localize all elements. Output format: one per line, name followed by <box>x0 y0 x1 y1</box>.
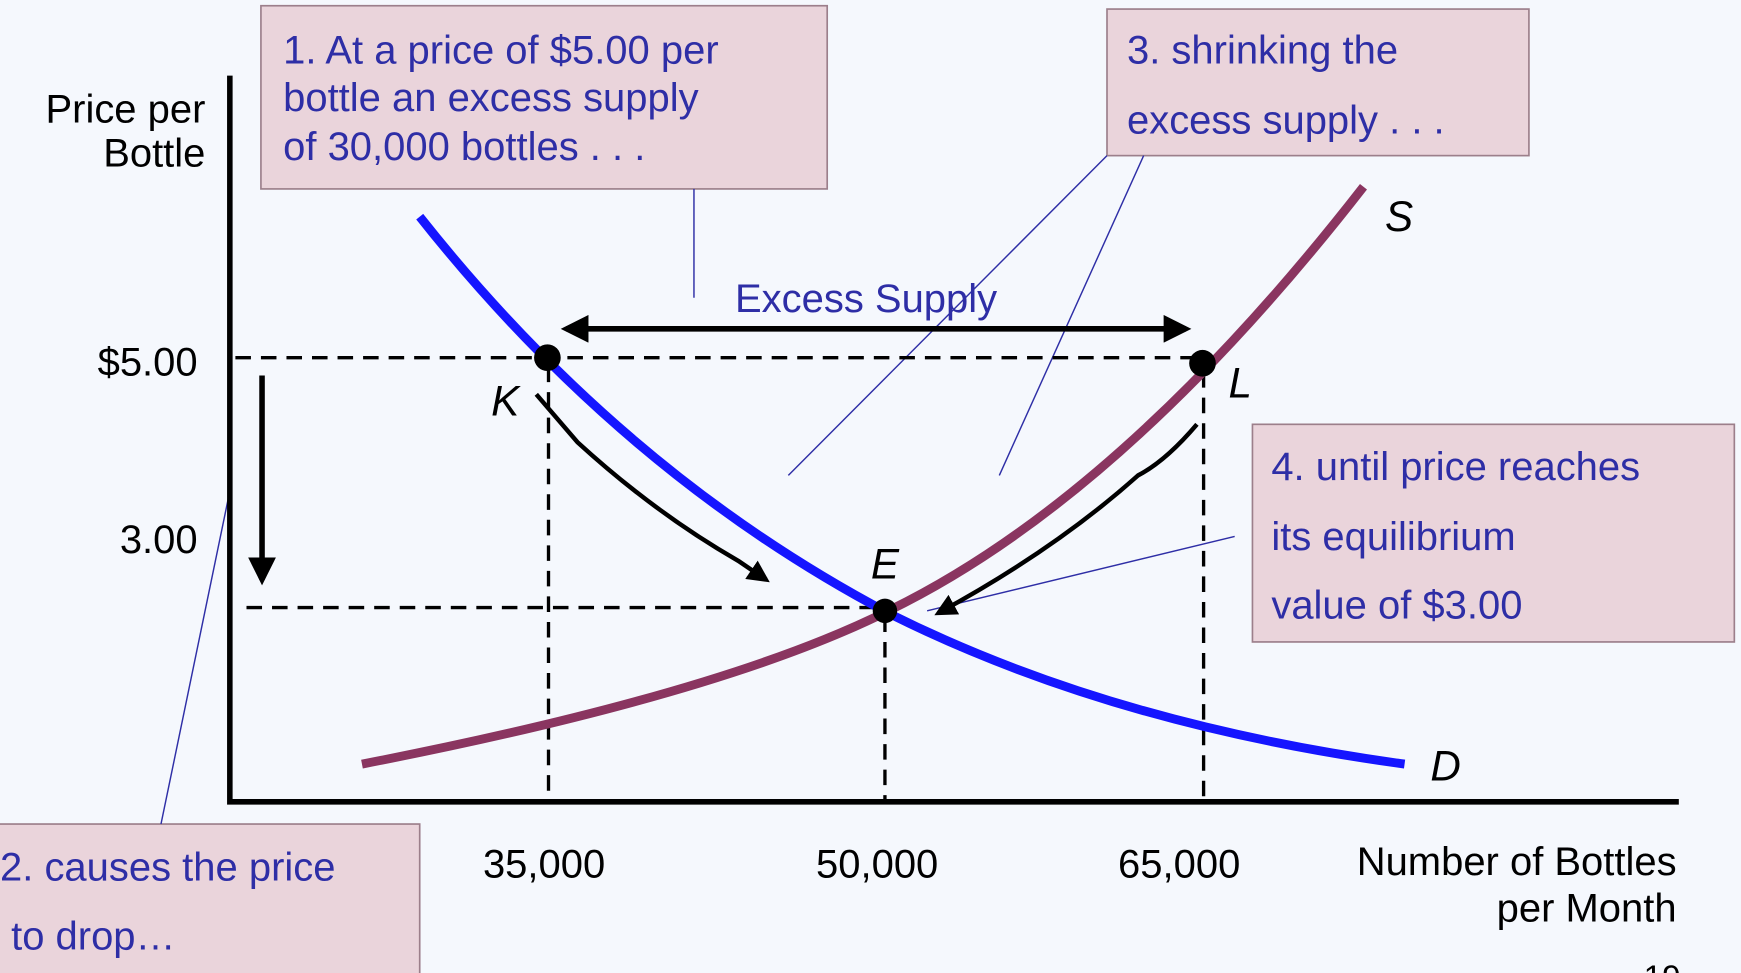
callout-text: of 30,000 bottles . . . <box>283 125 645 169</box>
movement-arrow <box>934 422 1199 616</box>
callout-box <box>1106 8 1530 157</box>
leader-line <box>998 155 1145 476</box>
point-label: L <box>1229 360 1252 407</box>
point-label: E <box>871 541 900 588</box>
x-axis-label: per Month <box>1497 887 1677 931</box>
callout-text: excess supply . . . <box>1127 98 1445 142</box>
excess-label: Excess Supply <box>735 277 997 321</box>
x-tick-label: 50,000 <box>816 842 938 886</box>
callout-text: 1. At a price of $5.00 per <box>283 28 718 72</box>
curve-label: S <box>1385 193 1413 240</box>
callout-text: value of $3.00 <box>1271 584 1522 628</box>
callout-text: 2. causes the price <box>0 846 335 890</box>
x-tick-label: 35,000 <box>483 842 605 886</box>
callout-text: 4. until price reaches <box>1271 445 1640 489</box>
y-axis-label: Bottle <box>103 132 205 176</box>
supply-curve <box>361 183 1367 769</box>
leader-line <box>926 535 1235 612</box>
callout-box <box>0 823 421 973</box>
movement-arrow <box>534 392 770 583</box>
point-label: K <box>491 377 521 424</box>
x-tick-label: 65,000 <box>1118 842 1240 886</box>
point <box>534 344 561 372</box>
y-tick-label: $5.00 <box>98 340 198 384</box>
y-tick-label: 3.00 <box>120 518 198 562</box>
callout-text: 3. shrinking the <box>1127 28 1398 72</box>
page-number: 19 <box>1644 959 1681 973</box>
curve-label: D <box>1430 743 1460 790</box>
callout-box <box>1251 423 1736 643</box>
callout-text: bottle an excess supply <box>283 76 698 120</box>
leader-line <box>160 490 231 825</box>
point <box>872 598 898 624</box>
axes <box>227 75 1679 805</box>
x-axis-label: Number of Bottles <box>1357 840 1677 884</box>
point <box>1189 349 1216 377</box>
callout-text: to drop… <box>11 915 175 959</box>
y-axis-label: Price per <box>45 87 205 131</box>
callout-box <box>260 4 829 190</box>
callout-text: its equilibrium <box>1271 515 1515 559</box>
